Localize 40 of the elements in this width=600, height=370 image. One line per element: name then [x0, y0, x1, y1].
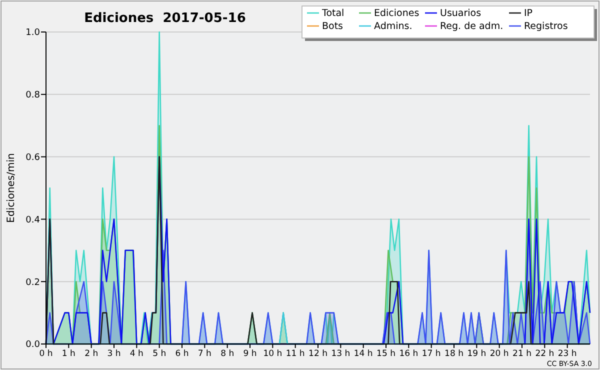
- x-tick-label: 7 h: [198, 349, 212, 359]
- chart-title: Ediciones 2017-05-16: [84, 11, 246, 26]
- x-tick-label: 23 h: [558, 349, 577, 359]
- y-tick-label: 0.2: [26, 278, 40, 288]
- legend-label: IP: [524, 8, 533, 19]
- legend-label: Ediciones: [374, 8, 420, 19]
- legend-label: Bots: [322, 21, 344, 32]
- x-tick-label: 16 h: [399, 349, 418, 359]
- y-tick-label: 0.4: [26, 215, 40, 226]
- x-tick-label: 11 h: [286, 349, 305, 359]
- y-tick-label: 0.8: [26, 90, 40, 101]
- legend-label: Reg. de adm.: [440, 21, 504, 32]
- x-tick-label: 17 h: [422, 349, 441, 359]
- legend-label: Registros: [524, 21, 568, 32]
- y-tick-label: 1.0: [26, 28, 40, 38]
- x-tick-label: 8 h: [220, 349, 234, 359]
- x-tick-label: 10 h: [263, 349, 282, 359]
- x-tick-label: 2 h: [84, 349, 98, 359]
- x-tick-label: 1 h: [62, 349, 76, 359]
- x-tick-label: 14 h: [354, 349, 373, 359]
- x-tick-label: 5 h: [152, 349, 166, 359]
- x-tick-label: 3 h: [107, 349, 121, 359]
- legend-label: Usuarios: [440, 8, 482, 19]
- x-tick-label: 13 h: [331, 349, 350, 359]
- y-tick-label: 0.6: [26, 152, 40, 163]
- x-tick-label: 15 h: [376, 349, 396, 359]
- x-tick-label: 9 h: [243, 349, 257, 359]
- y-axis-title: Ediciones/min: [6, 153, 17, 223]
- x-tick-label: 20 h: [490, 349, 509, 359]
- x-tick-label: 18 h: [444, 349, 464, 359]
- x-tick-label: 21 h: [512, 349, 532, 359]
- x-tick-label: 22 h: [535, 349, 554, 359]
- x-tick-label: 0 h: [39, 349, 53, 359]
- x-tick-label: 19 h: [467, 349, 486, 359]
- x-tick-label: 4 h: [130, 349, 144, 359]
- x-tick-label: 6 h: [175, 349, 189, 359]
- y-tick-label: 0.0: [26, 340, 40, 350]
- legend-label: Admins.: [374, 21, 412, 32]
- legend-label: Total: [321, 8, 344, 19]
- x-tick-label: 12 h: [308, 349, 328, 359]
